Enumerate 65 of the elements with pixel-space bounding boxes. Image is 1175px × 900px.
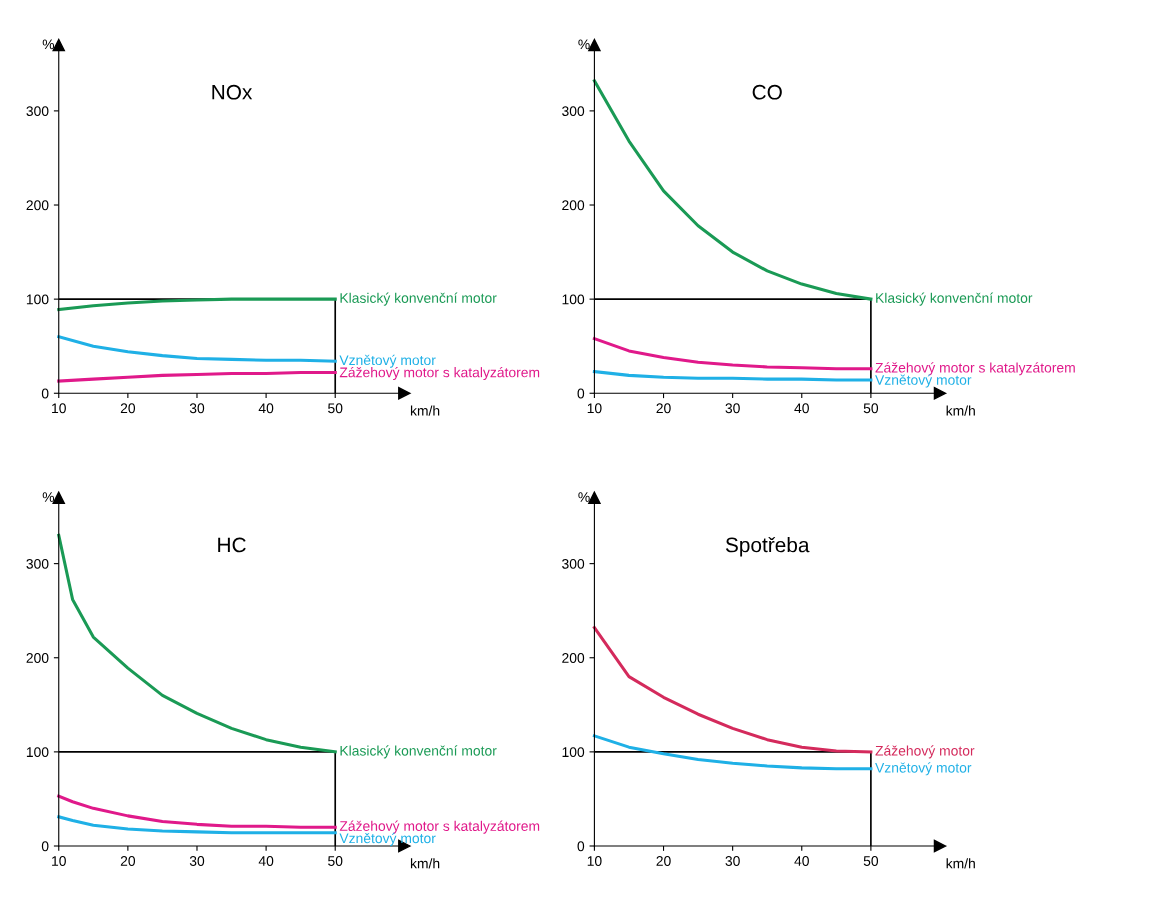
series-label: Vznětový motor <box>875 374 972 388</box>
x-axis-title: km/h <box>410 405 440 416</box>
y-tick-label: 300 <box>26 558 49 569</box>
series-label: Zážehový motor s katalyzátorem <box>339 820 540 834</box>
line-series <box>592 370 873 382</box>
y-tick-label: 200 <box>26 653 49 663</box>
x-tick-label: 50 <box>863 856 879 866</box>
y-axis-title: % <box>578 492 590 502</box>
series-label: Vznětový motor <box>339 832 436 846</box>
x-tick-label: 50 <box>328 403 343 414</box>
y-tick-label: 300 <box>562 558 585 569</box>
y-axis-title: % <box>42 492 55 502</box>
x-tick-label: 50 <box>863 403 879 414</box>
x-tick-label: 40 <box>258 856 274 866</box>
series-label: Klasický konvenční motor <box>340 292 497 306</box>
series-label: Klasický konvenční motor <box>340 745 497 759</box>
y-tick-label: 100 <box>26 294 49 305</box>
x-tick-label: 30 <box>725 403 740 414</box>
y-axis-title: % <box>42 39 55 50</box>
y-tick-label: 0 <box>41 388 49 399</box>
line-series <box>57 335 337 363</box>
series-label: Zážehový motor <box>875 745 975 759</box>
x-tick-label: 10 <box>587 403 602 414</box>
x-axis-title: km/h <box>946 858 975 869</box>
y-tick-label: 100 <box>562 294 585 305</box>
series-label: Klasický konvenční motor <box>876 292 1033 306</box>
y-axis-title: % <box>578 39 590 50</box>
text: CO <box>752 84 782 100</box>
x-tick-label: 20 <box>120 856 136 866</box>
series-label: Zážehový motor s katalyzátorem <box>339 366 540 381</box>
x-axis-title: km/h <box>946 405 975 416</box>
x-axis-title: km/h <box>410 858 440 869</box>
series-label: Zážehový motor s katalyzátorem <box>875 362 1075 376</box>
x-tick-label: 10 <box>52 856 66 866</box>
y-tick-label: 0 <box>577 388 585 399</box>
series-label: Vznětový motor <box>875 762 972 776</box>
y-tick-label: 200 <box>562 200 585 211</box>
x-tick-label: 40 <box>258 403 274 414</box>
x-tick-label: 10 <box>587 856 602 866</box>
y-tick-label: 300 <box>26 106 49 117</box>
y-tick-label: 200 <box>26 200 49 211</box>
y-tick-label: 100 <box>562 747 585 758</box>
x-tick-label: 50 <box>328 856 343 866</box>
line-series <box>57 371 337 383</box>
x-tick-label: 20 <box>656 856 671 866</box>
x-tick-label: 20 <box>120 403 136 414</box>
x-tick-label: 30 <box>725 856 740 866</box>
y-tick-label: 200 <box>562 653 585 663</box>
series-label: Vznětový motor <box>339 354 436 368</box>
x-tick-label: 20 <box>656 403 671 414</box>
line-series <box>57 794 337 829</box>
x-tick-label: 40 <box>794 403 809 414</box>
y-tick-label: 0 <box>577 841 585 852</box>
text: HC <box>218 537 246 553</box>
x-tick-label: 40 <box>794 856 809 866</box>
line-series <box>592 337 873 371</box>
x-tick-label: 30 <box>189 856 205 866</box>
line-series <box>57 815 337 835</box>
y-tick-label: 100 <box>26 747 49 758</box>
y-tick-label: 300 <box>562 106 585 117</box>
text: Spotřeba <box>725 536 810 557</box>
text: NOx <box>212 84 253 100</box>
y-tick-label: 0 <box>41 841 49 852</box>
x-tick-label: 30 <box>189 403 205 414</box>
x-tick-label: 10 <box>52 403 66 414</box>
